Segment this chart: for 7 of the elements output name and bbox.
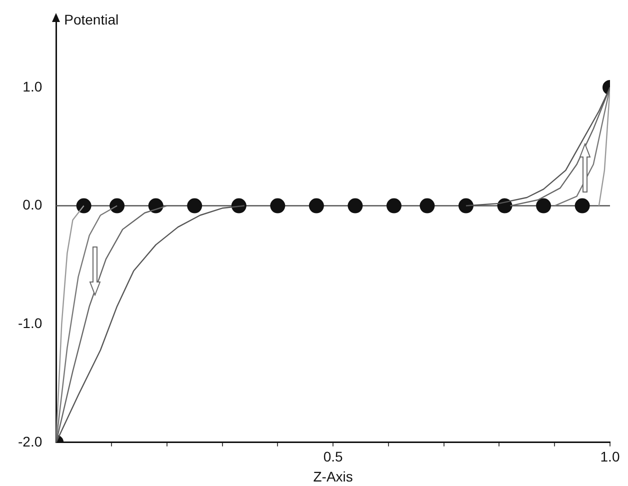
y-tick-label: -2.0 — [18, 433, 42, 450]
x-axis-title: Z-Axis — [313, 468, 353, 484]
y-axis-title: Potential — [64, 11, 119, 28]
x-tick-label: 0.5 — [323, 448, 344, 465]
y-tick-label: 1.0 — [22, 78, 42, 94]
y-tick-label: 0.0 — [22, 196, 42, 213]
y-tick-label: -1.0 — [18, 314, 42, 331]
